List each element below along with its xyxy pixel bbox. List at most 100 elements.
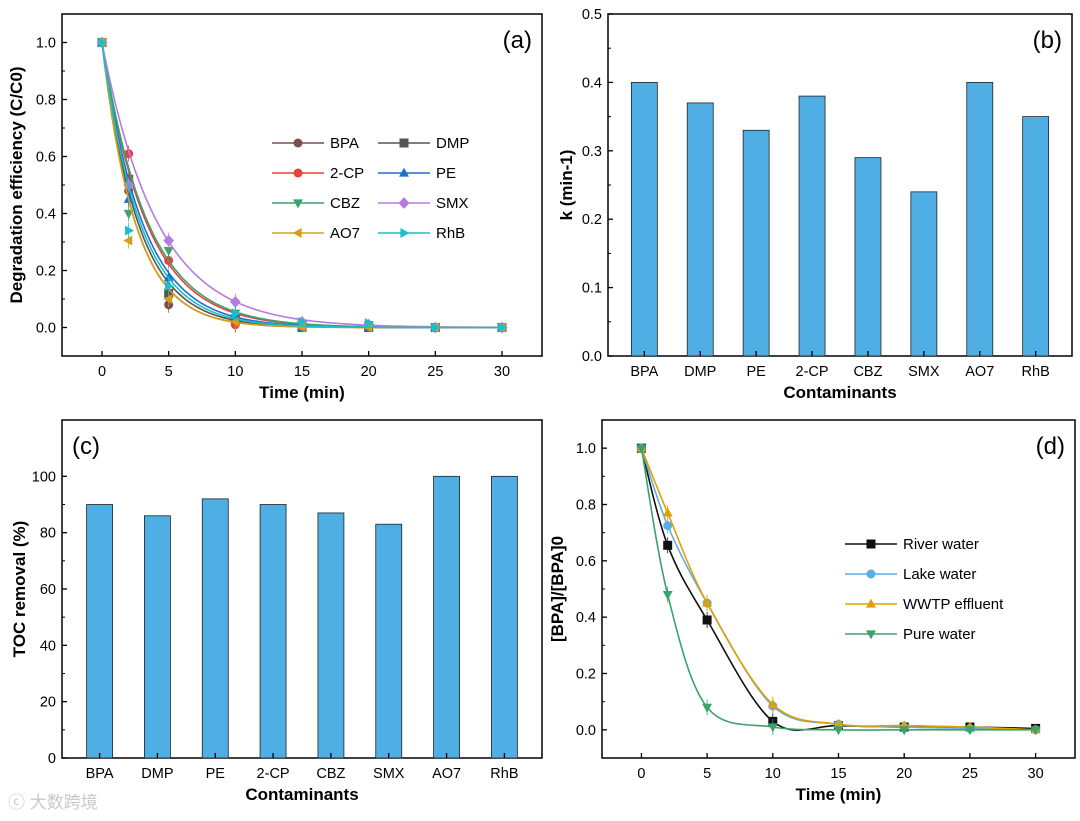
- plot-frame: [607, 13, 1073, 357]
- data-point: [231, 308, 241, 319]
- data-point: [964, 726, 975, 736]
- bar-ao7: [433, 475, 460, 759]
- plot-frame: [61, 419, 543, 759]
- data-point: [833, 718, 844, 728]
- y-tick-label: 0.6: [36, 150, 56, 166]
- y-tick-label: 0.5: [582, 7, 602, 23]
- series-line: [101, 42, 502, 329]
- data-point: [365, 318, 375, 329]
- data-point: [399, 167, 409, 177]
- panel-label: (b): [1033, 27, 1062, 54]
- series-line: [101, 42, 502, 329]
- y-tick-label: 0: [48, 751, 56, 767]
- x-tick-label: SMX: [908, 364, 940, 380]
- y-tick-label: 0.2: [576, 667, 596, 683]
- bar-rhb: [491, 475, 518, 759]
- bar-2-cp: [259, 504, 287, 759]
- data-point: [702, 703, 713, 713]
- data-point: [866, 539, 876, 549]
- data-point: [663, 540, 673, 550]
- y-tick-label: 1.0: [576, 441, 596, 457]
- y-axis-label: TOC removal (%): [10, 521, 29, 658]
- data-point: [636, 444, 647, 454]
- legend-item: River water: [845, 536, 979, 553]
- data-point: [702, 597, 713, 607]
- legend-item: Lake water: [845, 566, 976, 583]
- data-point: [431, 322, 441, 333]
- legend-label: WWTP effluent: [903, 596, 1004, 613]
- x-tick-label: BPA: [630, 364, 658, 380]
- legend-item: AO7: [272, 225, 360, 242]
- legend-label: BPA: [330, 135, 359, 152]
- x-tick-label: 15: [830, 766, 846, 782]
- legend-label: River water: [903, 536, 979, 553]
- plot-frame: [601, 419, 1076, 759]
- data-point: [399, 138, 409, 148]
- legend-label: Pure water: [903, 626, 976, 643]
- data-point: [163, 234, 175, 247]
- x-tick-label: 5: [703, 766, 711, 782]
- data-point: [833, 726, 844, 736]
- legend-item: RhB: [378, 225, 465, 242]
- series-line: [101, 42, 502, 329]
- series-pure-water: [636, 444, 1041, 736]
- panel-label: (d): [1036, 433, 1065, 460]
- data-point: [767, 723, 778, 733]
- x-tick-label: RhB: [490, 766, 518, 782]
- x-tick-label: AO7: [965, 364, 994, 380]
- legend-label: 2-CP: [330, 165, 364, 182]
- legend-item: WWTP effluent: [845, 596, 1004, 613]
- panel-label: (c): [72, 433, 100, 460]
- legend-label: DMP: [436, 135, 469, 152]
- data-point: [662, 507, 673, 517]
- series-cbz: [97, 38, 507, 333]
- data-point: [296, 322, 306, 333]
- bar-smx: [910, 191, 938, 357]
- legend-label: PE: [436, 165, 456, 182]
- series-bpa: [97, 38, 507, 332]
- y-tick-label: 0.8: [576, 498, 596, 514]
- data-point: [899, 726, 910, 736]
- series-line: [640, 447, 1036, 731]
- x-tick-label: 10: [765, 766, 781, 782]
- data-point: [229, 296, 241, 308]
- data-point: [767, 699, 778, 709]
- x-tick-label: 30: [494, 364, 510, 380]
- x-tick-label: 0: [637, 766, 645, 782]
- legend-label: AO7: [330, 225, 360, 242]
- data-point: [702, 615, 712, 625]
- y-axis-label: k (min-1): [557, 150, 576, 221]
- x-tick-label: DMP: [141, 766, 173, 782]
- y-tick-label: 0.0: [36, 321, 56, 337]
- series-line: [640, 447, 1036, 731]
- watermark-logo: ⓒ 大数跨境: [8, 793, 98, 812]
- x-tick-label: 25: [962, 766, 978, 782]
- x-tick-label: 30: [1028, 766, 1044, 782]
- bar-cbz: [854, 157, 882, 357]
- legend-item: BPA: [272, 135, 359, 152]
- series-smx: [96, 36, 508, 334]
- data-point: [293, 199, 303, 209]
- x-tick-label: 10: [227, 364, 243, 380]
- y-axis-label: Degradation efficiency (C/C0): [7, 66, 26, 303]
- data-point: [298, 316, 308, 327]
- data-point: [866, 630, 876, 640]
- x-axis-label: Contaminants: [783, 383, 896, 402]
- legend-item: DMP: [378, 135, 469, 152]
- x-tick-label: PE: [746, 364, 766, 380]
- data-point: [293, 168, 303, 178]
- y-tick-label: 1.0: [36, 36, 56, 52]
- x-tick-label: 0: [98, 364, 106, 380]
- y-tick-label: 0.6: [576, 554, 596, 570]
- x-tick-label: DMP: [684, 364, 716, 380]
- data-point: [123, 209, 134, 219]
- x-tick-label: 5: [165, 364, 173, 380]
- data-point: [662, 591, 673, 601]
- y-tick-label: 80: [40, 526, 56, 542]
- x-axis-label: Contaminants: [245, 785, 358, 804]
- legend-item: CBZ: [272, 195, 360, 212]
- data-point: [498, 322, 508, 333]
- data-point: [125, 225, 135, 236]
- series-line: [101, 42, 502, 329]
- bar-pe: [201, 498, 229, 759]
